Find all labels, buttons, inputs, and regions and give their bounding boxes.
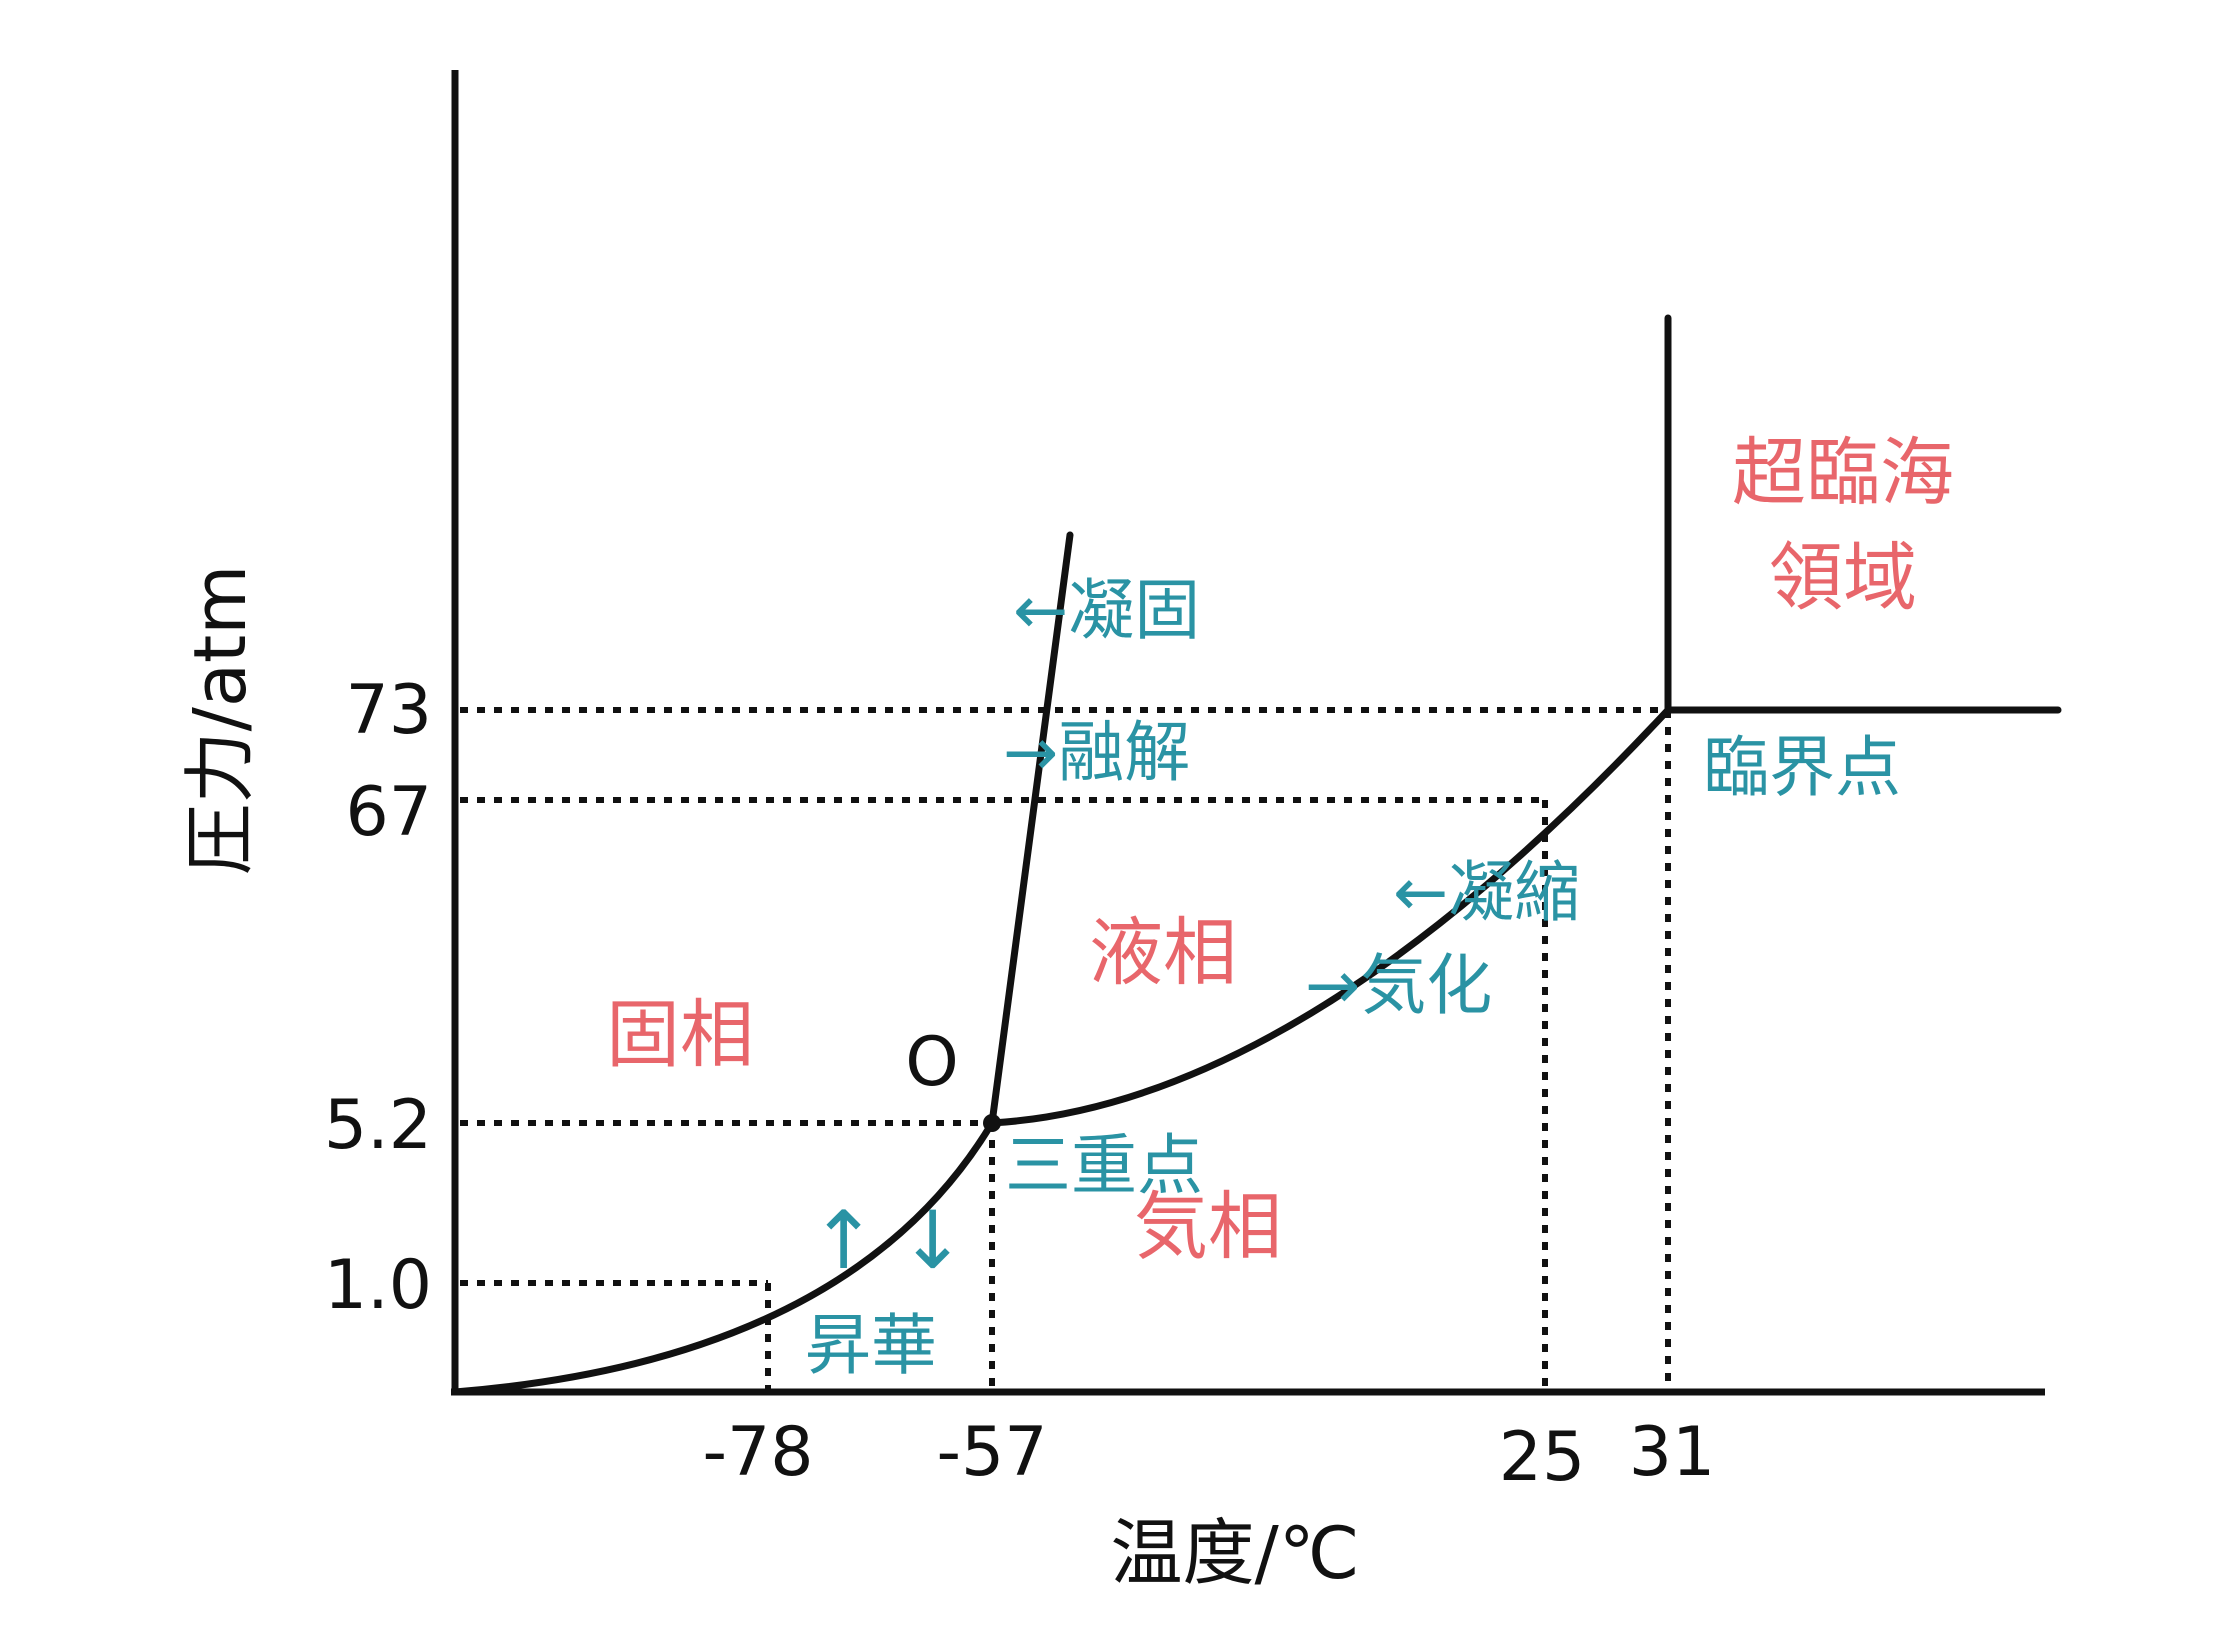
y-tick-1-0: 1.0 [324,1246,432,1325]
vaporization-label: →気化 [1305,947,1492,1024]
vaporization-curve [988,706,1672,1127]
sublimation-curve [451,1119,996,1396]
phase-boundaries [451,314,2062,1396]
sublimation-arrows: ↑↓ [810,1194,988,1287]
critical-point-label: 臨界点 [1703,729,1901,806]
freezing-label: ←凝固 [1013,572,1200,649]
melting-curve [988,531,1074,1127]
triple-point-label: 三重点 [1005,1127,1203,1204]
y-tick-5-2: 5.2 [324,1086,432,1165]
solid-phase-label: 固相 [606,992,754,1078]
x-tick-minus57: -57 [936,1413,1047,1492]
gas-phase-label: 気相 [1134,1184,1282,1270]
triple-point-marker [983,1114,1001,1132]
x-tick-25: 25 [1499,1418,1586,1497]
sublimation-label: 昇華 [805,1307,937,1384]
x-axis-title: 温度/℃ [1110,1511,1359,1595]
y-tick-67: 67 [345,773,432,852]
supercritical-label-line1: 超臨海 [1732,430,1954,516]
x-tick-31: 31 [1629,1413,1716,1492]
melting-label: →融解 [1003,714,1190,791]
triple-point-letter: O [905,1023,959,1102]
y-axis-title: 圧力/atm [178,565,262,876]
supercritical-label-line2: 領域 [1769,535,1917,621]
y-tick-73: 73 [345,671,432,750]
liquid-phase-label: 液相 [1089,910,1237,996]
condensation-label: ←凝縮 [1393,854,1580,931]
guide-lines [460,707,1671,1390]
x-tick-minus78: -78 [702,1413,813,1492]
